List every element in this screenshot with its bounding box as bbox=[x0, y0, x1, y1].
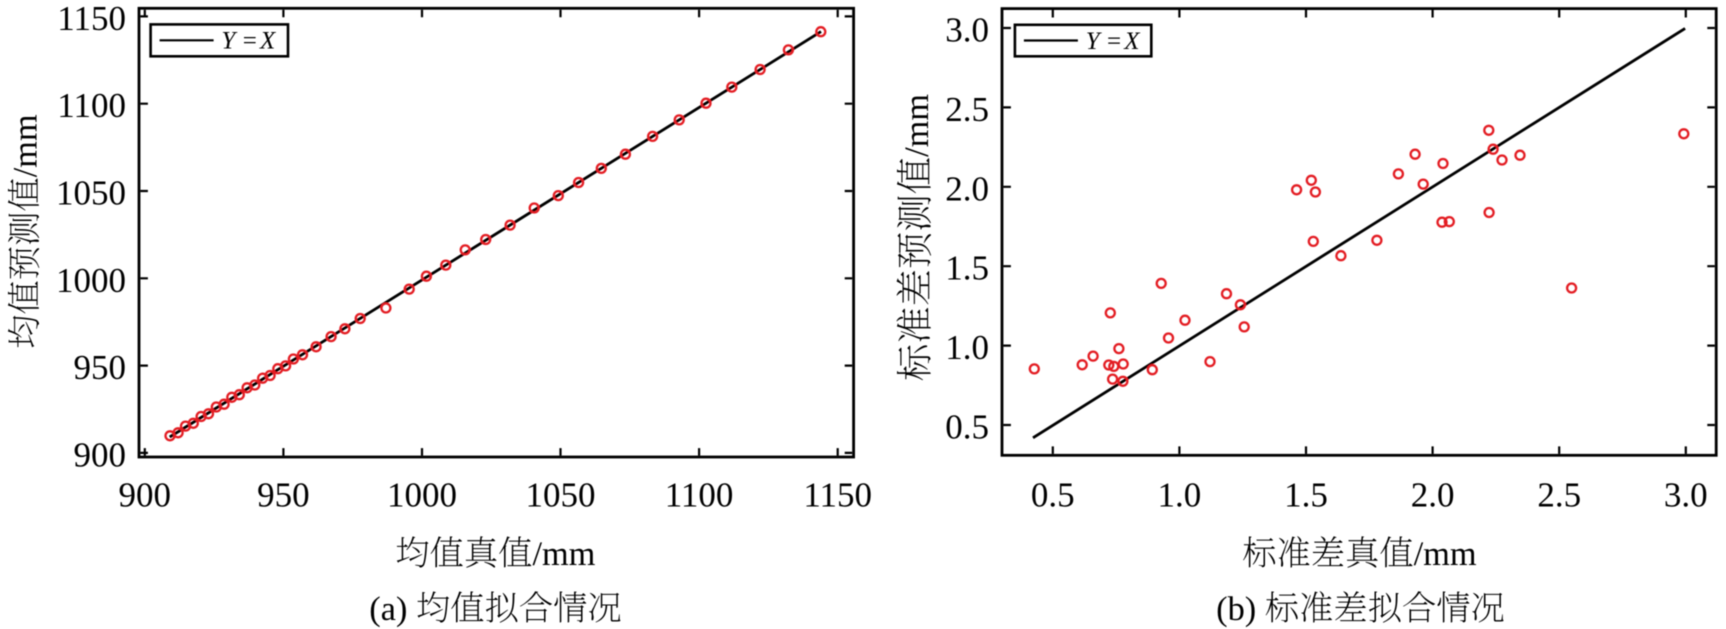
svg-text:1.0: 1.0 bbox=[945, 328, 989, 367]
svg-text:2.0: 2.0 bbox=[1411, 476, 1455, 515]
svg-text:1100: 1100 bbox=[665, 476, 734, 515]
svg-text:1050: 1050 bbox=[526, 476, 596, 515]
svg-text:1000: 1000 bbox=[56, 261, 126, 300]
svg-text:1150: 1150 bbox=[57, 0, 126, 38]
svg-text:950: 950 bbox=[74, 348, 127, 387]
svg-text:=: = bbox=[243, 28, 257, 55]
svg-text:1.5: 1.5 bbox=[945, 249, 989, 288]
svg-text:1050: 1050 bbox=[56, 174, 126, 213]
svg-text:1150: 1150 bbox=[803, 476, 872, 515]
svg-text:X: X bbox=[259, 28, 277, 55]
svg-text:=: = bbox=[1107, 28, 1121, 55]
svg-text:Y: Y bbox=[221, 28, 238, 55]
svg-text:950: 950 bbox=[257, 476, 310, 515]
svg-text:900: 900 bbox=[119, 476, 172, 515]
svg-text:X: X bbox=[1123, 28, 1141, 55]
svg-text:2.5: 2.5 bbox=[945, 90, 989, 129]
svg-text:1.0: 1.0 bbox=[1158, 476, 1202, 515]
svg-text:1100: 1100 bbox=[57, 86, 126, 125]
svg-text:3.0: 3.0 bbox=[1664, 476, 1708, 515]
svg-text:3.0: 3.0 bbox=[945, 11, 989, 50]
svg-text:900: 900 bbox=[74, 435, 127, 474]
svg-text:2.5: 2.5 bbox=[1537, 476, 1581, 515]
svg-text:Y: Y bbox=[1086, 28, 1103, 55]
svg-text:0.5: 0.5 bbox=[945, 408, 989, 447]
svg-text:1000: 1000 bbox=[387, 476, 457, 515]
svg-text:2.0: 2.0 bbox=[945, 169, 989, 208]
svg-text:1.5: 1.5 bbox=[1284, 476, 1328, 515]
svg-text:0.5: 0.5 bbox=[1031, 476, 1075, 515]
